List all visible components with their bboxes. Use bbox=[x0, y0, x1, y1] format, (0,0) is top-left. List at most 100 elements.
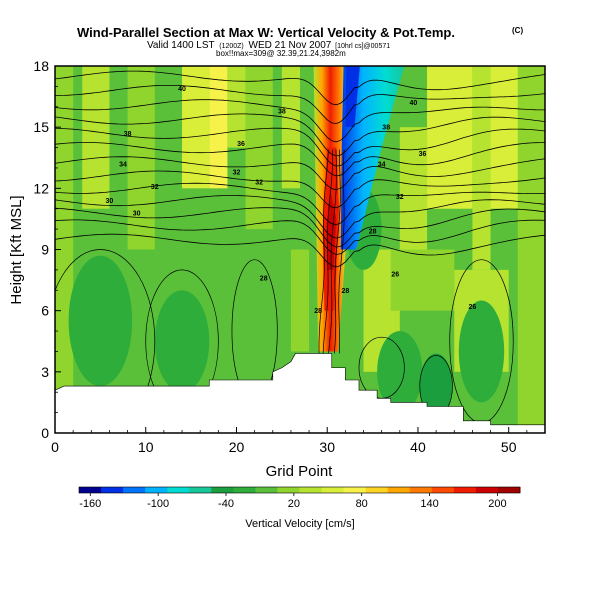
theta-contour-line bbox=[55, 207, 545, 248]
colorbar-segment bbox=[343, 487, 367, 493]
colorbar-segment bbox=[167, 487, 190, 493]
subtitle-small-run: [10hrl cs]@00571 bbox=[335, 43, 390, 50]
x-axis-label: Grid Point bbox=[266, 463, 334, 480]
y-tick-label: 9 bbox=[41, 242, 49, 258]
colorbar-tick-label: 80 bbox=[356, 498, 368, 510]
subtitle-prefix: Valid 1400 LST bbox=[147, 40, 215, 51]
theta-contour-label: 36 bbox=[419, 151, 427, 158]
y-axis-label: Height [Kft MSL] bbox=[8, 195, 25, 304]
colorbar-segment bbox=[189, 487, 212, 493]
subtitle-small-utc: (1200Z) bbox=[219, 43, 244, 50]
field-pocket bbox=[68, 255, 133, 387]
y-tick-label: 0 bbox=[41, 425, 49, 441]
theta-contour-label: 40 bbox=[178, 86, 186, 93]
theta-contour-label: 38 bbox=[382, 125, 390, 132]
colorbar-frame bbox=[78, 486, 521, 494]
y-tick-label: 12 bbox=[33, 180, 49, 196]
colorbar-segment bbox=[79, 487, 102, 493]
colorbar-segment bbox=[409, 487, 433, 493]
colorbar-tick-label: 140 bbox=[420, 498, 438, 510]
colorbar-segment bbox=[277, 487, 300, 493]
x-tick-label: 20 bbox=[229, 439, 245, 455]
y-tick-label: 15 bbox=[33, 119, 49, 135]
theta-contour-label: 30 bbox=[106, 198, 114, 205]
colorbar-segment bbox=[475, 487, 499, 493]
x-tick-label: 10 bbox=[138, 439, 154, 455]
field-pocket bbox=[458, 300, 505, 403]
theta-contour-label: 28 bbox=[369, 229, 377, 236]
colorbar-tick-label: -40 bbox=[218, 498, 234, 510]
field-patch bbox=[82, 66, 110, 209]
theta-contour-label: 40 bbox=[410, 100, 418, 107]
subtitle-max: box!!max=309@ 32.39,21.24,3982m bbox=[216, 49, 346, 58]
downdraft-plume bbox=[340, 66, 405, 250]
field-patch bbox=[290, 249, 310, 352]
field-patch bbox=[209, 66, 228, 189]
y-axis: 0 3 6 9 12 15 18 bbox=[33, 58, 61, 441]
theta-contour-line bbox=[55, 85, 545, 125]
theta-loop bbox=[55, 249, 156, 433]
theta-contour-label: 28 bbox=[314, 308, 322, 315]
colorbar-tick-label: -160 bbox=[79, 498, 101, 510]
title-copyright: (C) bbox=[512, 26, 523, 35]
colorbar-tick-label: 20 bbox=[288, 498, 300, 510]
theta-contour-labels: 40 38 40 38 38 36 36 34 34 32 32 32 32 30 30 28 28 28 26 26… bbox=[106, 86, 477, 315]
x-tick-label: 40 bbox=[410, 439, 426, 455]
field-patch bbox=[390, 249, 455, 311]
theta-contour-label: 28 bbox=[260, 276, 268, 283]
colorbar: -160 -100 -40 20 80 140 200 bbox=[78, 486, 521, 510]
colorbar-segment bbox=[101, 487, 124, 493]
theta-contour-line bbox=[55, 113, 545, 157]
terrain-mask bbox=[55, 353, 545, 433]
field-pocket bbox=[154, 290, 210, 393]
colorbar-tick-label: 200 bbox=[488, 498, 506, 510]
theta-contour-label: 34 bbox=[119, 161, 127, 168]
theta-contour-line bbox=[55, 127, 545, 167]
field-patch bbox=[281, 66, 300, 189]
colorbar-segment bbox=[431, 487, 455, 493]
theta-contour-line bbox=[55, 70, 545, 106]
colorbar-segment bbox=[123, 487, 146, 493]
theta-contour-line bbox=[55, 156, 545, 191]
colorbar-segment bbox=[211, 487, 234, 493]
field-patch bbox=[227, 66, 246, 148]
colorbar-segment bbox=[233, 487, 256, 493]
colorbar-segment bbox=[497, 487, 521, 493]
x-axis: 0 10 20 30 40 50 bbox=[51, 427, 546, 455]
theta-contour-line bbox=[55, 233, 545, 268]
colorbar-segment bbox=[299, 487, 323, 493]
field-patch bbox=[55, 66, 74, 433]
y-tick-label: 18 bbox=[33, 58, 49, 74]
subtitle-line: Valid 1400 LST (1200Z) WED 21 Nov 2007 [… bbox=[147, 40, 390, 51]
theta-contour-label: 26 bbox=[469, 304, 477, 311]
theta-contour-label: 32 bbox=[233, 170, 241, 177]
x-tick-label: 50 bbox=[501, 439, 517, 455]
theta-contour-line bbox=[55, 142, 545, 177]
theta-contour-line bbox=[55, 182, 545, 226]
theta-contour-label: 32 bbox=[396, 194, 404, 201]
theta-contour-line bbox=[55, 170, 545, 209]
colorbar-segment bbox=[145, 487, 168, 493]
theta-contour-label: 26 bbox=[391, 271, 399, 278]
theta-contour-label: 32 bbox=[151, 184, 159, 191]
colorbar-segment bbox=[255, 487, 278, 493]
field-pocket bbox=[377, 331, 423, 413]
downdraft-core bbox=[345, 66, 360, 128]
field-patch bbox=[517, 66, 545, 433]
x-tick-label: 0 bbox=[51, 439, 59, 455]
y-tick-label: 6 bbox=[41, 303, 49, 319]
theta-contour-label: 34 bbox=[378, 161, 386, 168]
colorbar-segment bbox=[365, 487, 389, 493]
field-patch bbox=[182, 66, 210, 189]
colorbar-segment bbox=[321, 487, 345, 493]
field-pocket bbox=[419, 353, 453, 419]
theta-contour-label: 38 bbox=[278, 108, 286, 115]
column-contour-line bbox=[333, 149, 341, 354]
theta-contour-label: 38 bbox=[124, 131, 132, 138]
colorbar-label: Vertical Velocity [cm/s] bbox=[245, 518, 354, 530]
column-contour-line bbox=[318, 149, 329, 354]
x-tick-label: 30 bbox=[319, 439, 335, 455]
chart-title: Wind-Parallel Section at Max W: Vertical… bbox=[77, 25, 455, 40]
theta-contour-label: 32 bbox=[255, 180, 263, 187]
